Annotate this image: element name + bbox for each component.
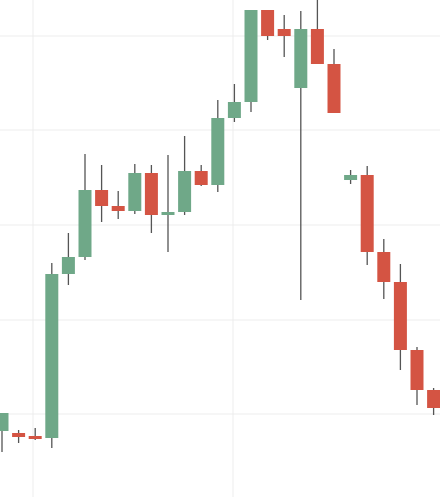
candle-body bbox=[161, 212, 175, 215]
candle-2 bbox=[28, 428, 42, 440]
candle-body bbox=[427, 390, 440, 408]
candle-body bbox=[211, 118, 225, 185]
candle-body bbox=[294, 29, 308, 88]
candle-body bbox=[327, 64, 341, 113]
candle-5 bbox=[78, 154, 92, 260]
candle-body bbox=[178, 171, 192, 212]
candle-11 bbox=[178, 136, 192, 215]
candle-6 bbox=[95, 165, 109, 222]
candle-body bbox=[377, 252, 391, 282]
candle-body bbox=[310, 29, 324, 64]
candle-body bbox=[28, 436, 42, 439]
candle-body bbox=[277, 29, 291, 36]
candle-body bbox=[0, 413, 9, 431]
candle-body bbox=[45, 274, 59, 438]
candle-body bbox=[12, 433, 26, 437]
candle-body bbox=[410, 350, 424, 390]
candle-12 bbox=[194, 165, 208, 186]
candle-body bbox=[111, 206, 125, 211]
candle-body bbox=[95, 190, 109, 206]
candle-body bbox=[61, 257, 75, 274]
candle-9 bbox=[144, 165, 158, 233]
candle-25 bbox=[410, 347, 424, 405]
candle-body bbox=[78, 190, 92, 257]
candle-14 bbox=[227, 84, 241, 122]
candle-18 bbox=[294, 11, 308, 300]
candle-body bbox=[393, 282, 407, 350]
candle-body bbox=[227, 102, 241, 118]
candle-20 bbox=[327, 49, 341, 113]
candle-24 bbox=[393, 264, 407, 370]
candle-15 bbox=[244, 10, 258, 112]
candle-body bbox=[244, 10, 258, 102]
candle-21 bbox=[344, 170, 358, 184]
candle-8 bbox=[128, 164, 142, 214]
candle-10 bbox=[161, 155, 175, 252]
candle-4 bbox=[61, 233, 75, 285]
candle-layer bbox=[0, 0, 440, 452]
candle-13 bbox=[211, 100, 225, 192]
candle-body bbox=[344, 175, 358, 180]
candle-body bbox=[261, 10, 275, 36]
candle-body bbox=[144, 173, 158, 215]
candle-1 bbox=[12, 430, 26, 443]
candle-body bbox=[128, 173, 142, 211]
candle-17 bbox=[277, 15, 291, 57]
candle-body bbox=[360, 175, 374, 252]
candle-16 bbox=[261, 10, 275, 40]
candle-7 bbox=[111, 191, 125, 219]
candle-body bbox=[194, 171, 208, 185]
candle-19 bbox=[310, 0, 324, 64]
candle-0 bbox=[0, 413, 9, 452]
candle-3 bbox=[45, 263, 59, 448]
candle-26 bbox=[427, 388, 440, 415]
candle-22 bbox=[360, 166, 374, 265]
candle-23 bbox=[377, 239, 391, 299]
